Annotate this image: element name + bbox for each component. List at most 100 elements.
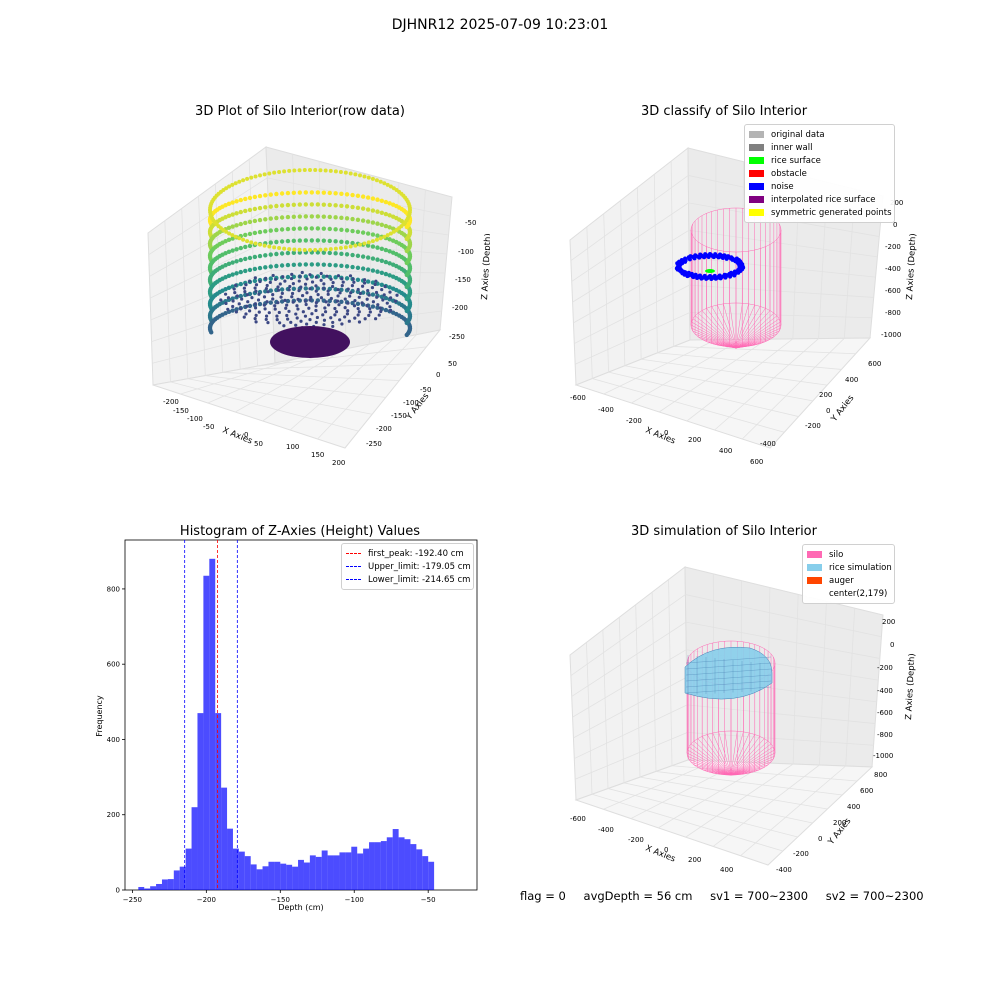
histogram-y-tick-label: 800 bbox=[107, 585, 120, 593]
point bbox=[331, 324, 335, 329]
histogram-bar bbox=[410, 844, 417, 890]
gridline bbox=[668, 579, 673, 766]
raw-plot-3d: -200 -150 -100 -50 0 50 100 150 200 50 0… bbox=[147, 146, 490, 467]
point bbox=[323, 168, 328, 173]
point bbox=[262, 243, 267, 248]
point bbox=[264, 287, 268, 291]
noise-point bbox=[741, 265, 746, 270]
point bbox=[360, 206, 366, 211]
point bbox=[350, 252, 355, 258]
point bbox=[322, 323, 326, 327]
point bbox=[379, 282, 385, 287]
point bbox=[356, 287, 360, 292]
legend-swatch bbox=[807, 564, 822, 571]
histogram-bar bbox=[232, 848, 239, 890]
point bbox=[383, 271, 389, 277]
point bbox=[344, 252, 350, 257]
point bbox=[355, 229, 361, 234]
point bbox=[365, 219, 371, 224]
histogram-bar bbox=[286, 864, 293, 890]
point bbox=[370, 292, 376, 297]
point bbox=[324, 300, 328, 304]
point bbox=[247, 207, 253, 213]
point bbox=[304, 302, 308, 307]
point bbox=[280, 291, 284, 295]
point bbox=[257, 217, 263, 223]
point bbox=[303, 214, 309, 219]
silo-cone-line bbox=[693, 740, 732, 776]
point bbox=[308, 168, 312, 172]
silo-cone-line bbox=[735, 321, 781, 349]
raw-y-tick: -200 bbox=[376, 425, 392, 433]
silo-cone-line bbox=[712, 732, 732, 776]
point bbox=[375, 257, 380, 262]
point bbox=[315, 262, 321, 267]
point bbox=[285, 313, 289, 318]
histogram-bar bbox=[292, 866, 299, 890]
point bbox=[333, 263, 338, 268]
silo-cone-line bbox=[735, 315, 778, 349]
point bbox=[380, 287, 384, 292]
raw-x-label: X Axies bbox=[221, 426, 254, 447]
legend-label: noise bbox=[771, 181, 794, 192]
histogram-bar bbox=[138, 886, 145, 890]
histogram-bar bbox=[345, 852, 352, 890]
silo-cone-line bbox=[691, 327, 737, 349]
sim-y-tick: 800 bbox=[874, 771, 887, 779]
point bbox=[297, 190, 303, 195]
point bbox=[257, 205, 263, 211]
point bbox=[279, 295, 283, 299]
point bbox=[267, 171, 272, 176]
histogram-bar bbox=[392, 829, 399, 890]
status-avg-depth: avgDepth = 56 cm bbox=[583, 889, 693, 903]
point bbox=[275, 317, 279, 322]
point bbox=[360, 284, 365, 288]
histogram-bar bbox=[363, 848, 370, 890]
point bbox=[379, 246, 385, 251]
legend-label: inner wall bbox=[771, 142, 813, 153]
point bbox=[279, 215, 285, 220]
point bbox=[264, 314, 269, 318]
rice-mesh-line bbox=[685, 686, 772, 694]
point bbox=[292, 247, 297, 252]
legend-line-sample bbox=[346, 566, 361, 567]
point bbox=[382, 234, 387, 239]
silo-cone-line bbox=[690, 743, 732, 776]
point bbox=[358, 173, 362, 178]
histogram-bar bbox=[173, 870, 180, 890]
point bbox=[353, 299, 357, 303]
point bbox=[297, 262, 303, 267]
point bbox=[314, 275, 318, 279]
point bbox=[282, 169, 287, 174]
point bbox=[383, 247, 389, 253]
point bbox=[276, 301, 280, 305]
point bbox=[247, 303, 253, 309]
point bbox=[353, 243, 358, 248]
legend-label: rice surface bbox=[771, 155, 821, 166]
point bbox=[233, 181, 238, 186]
gridline bbox=[591, 793, 783, 852]
histogram-y-label: Frequency bbox=[95, 695, 104, 737]
point bbox=[352, 304, 357, 308]
silo-cone-line bbox=[730, 732, 750, 776]
legend-swatch bbox=[807, 551, 822, 558]
point bbox=[370, 256, 376, 261]
gridline bbox=[271, 270, 446, 274]
point bbox=[336, 294, 340, 298]
silo-cone-line bbox=[688, 758, 732, 776]
legend-label: auger bbox=[829, 575, 854, 586]
silo-cone-line bbox=[735, 303, 743, 349]
legend-swatch bbox=[749, 183, 764, 190]
point bbox=[303, 238, 309, 243]
point bbox=[349, 291, 353, 295]
point-cluster bbox=[270, 326, 350, 358]
point bbox=[333, 313, 337, 317]
point bbox=[383, 307, 389, 313]
histogram-bar bbox=[380, 841, 387, 890]
point bbox=[321, 238, 327, 243]
legend-swatch bbox=[749, 170, 764, 177]
point bbox=[268, 216, 273, 221]
classify-noise-points bbox=[674, 252, 746, 281]
point bbox=[356, 307, 360, 311]
point bbox=[277, 169, 282, 174]
